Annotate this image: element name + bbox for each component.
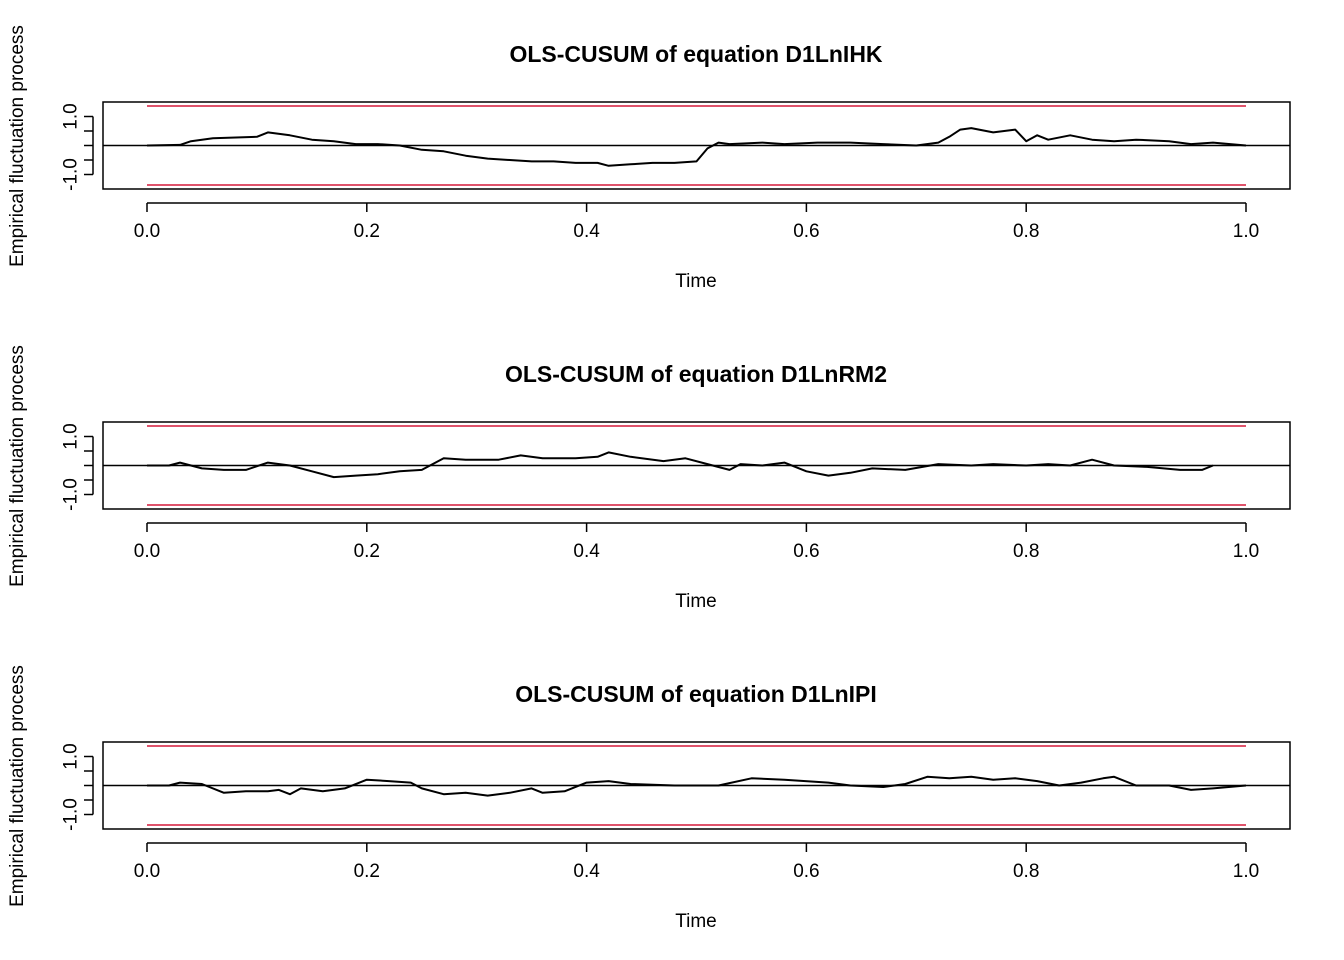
y-tick-label: 1.0 (61, 423, 82, 449)
plot-marks: 0.0 0.2 0.4 0.6 0.8 1.0 -1.0 1.0 (61, 421, 1291, 562)
panel-d1lnipi: OLS-CUSUM of equation D1LnIPI Time Empir… (7, 665, 1291, 932)
x-tick-label: 0.8 (1013, 541, 1039, 562)
y-axis-label: Empirical fluctuation process (7, 665, 28, 907)
x-tick-label: 0.4 (573, 861, 600, 882)
panel-d1lnihk: OLS-CUSUM of equation D1LnIHK Time Empir… (7, 25, 1291, 292)
fluctuation-process-line (146, 127, 1247, 167)
x-tick-label: 1.0 (1233, 541, 1259, 562)
y-tick-label: 1.0 (61, 103, 82, 129)
x-tick-label: 0.2 (354, 541, 380, 562)
x-tick-label: 0.8 (1013, 861, 1039, 882)
fluctuation-process-line (147, 775, 1247, 797)
plot-marks: 0.0 0.2 0.4 0.6 0.8 1.0 -1.0 1.0 (61, 741, 1291, 882)
x-axis-label: Time (675, 271, 717, 292)
x-axis-label: Time (675, 591, 717, 612)
x-tick-label: 0.0 (134, 541, 160, 562)
x-tick-label: 0.4 (573, 541, 600, 562)
x-axis-label: Time (675, 911, 717, 932)
x-tick-label: 0.0 (134, 221, 160, 242)
plot-marks: 0.0 0.2 0.4 0.6 0.8 1.0 -1.0 1.0 (61, 101, 1291, 242)
x-tick-label: 0.6 (793, 861, 819, 882)
panel-d1lnrm2: OLS-CUSUM of equation D1LnRM2 Time Empir… (7, 345, 1291, 612)
panel-title: OLS-CUSUM of equation D1LnIHK (509, 41, 882, 67)
panel-title: OLS-CUSUM of equation D1LnIPI (515, 681, 877, 707)
x-tick-label: 0.6 (793, 221, 819, 242)
y-tick-label: -1.0 (61, 798, 82, 831)
x-tick-label: 1.0 (1233, 861, 1259, 882)
y-axis-label: Empirical fluctuation process (7, 25, 28, 267)
x-tick-label: 0.6 (793, 541, 819, 562)
y-tick-label: 1.0 (61, 743, 82, 769)
y-tick-label: -1.0 (61, 478, 82, 511)
panel-title: OLS-CUSUM of equation D1LnRM2 (505, 361, 887, 387)
fluctuation-process-line (147, 451, 1214, 479)
x-tick-label: 0.4 (573, 221, 600, 242)
y-axis-label: Empirical fluctuation process (7, 345, 28, 587)
y-tick-label: -1.0 (61, 158, 82, 191)
x-tick-label: 0.2 (354, 861, 380, 882)
x-tick-label: 0.2 (354, 221, 380, 242)
x-tick-label: 0.0 (134, 861, 160, 882)
x-tick-label: 0.8 (1013, 221, 1039, 242)
x-tick-label: 1.0 (1233, 221, 1259, 242)
